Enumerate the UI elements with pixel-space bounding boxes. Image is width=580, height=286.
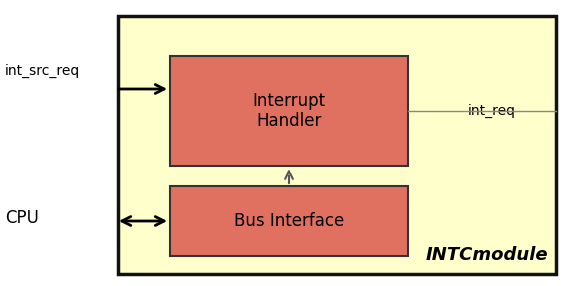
Bar [118, 16, 556, 274]
Text: INTCmodule: INTCmodule [425, 246, 548, 264]
Text: Bus Interface: Bus Interface [234, 212, 344, 230]
Text: int_req: int_req [468, 104, 516, 118]
Text: int_src_req: int_src_req [5, 64, 80, 78]
Bar [170, 186, 408, 256]
Bar [170, 56, 408, 166]
Text: CPU: CPU [5, 209, 39, 227]
Text: Interrupt
Handler: Interrupt Handler [252, 92, 325, 130]
